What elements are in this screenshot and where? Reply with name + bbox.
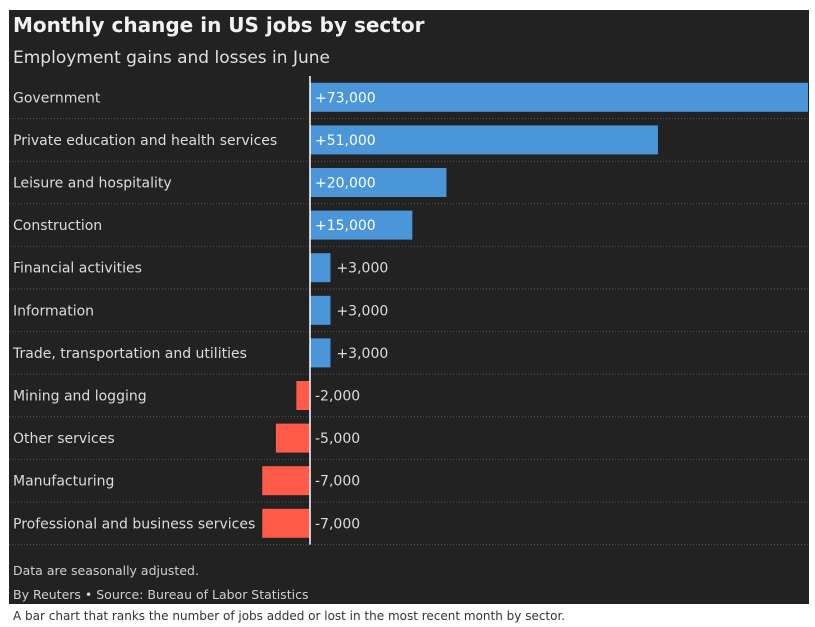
category-label: Mining and logging: [13, 389, 147, 405]
bar: [275, 423, 310, 453]
category-label: Other services: [13, 431, 115, 447]
value-label: -5,000: [315, 431, 360, 447]
bar: [262, 466, 310, 496]
value-label: -2,000: [315, 389, 360, 405]
category-label: Private education and health services: [13, 133, 277, 149]
bar: [310, 168, 447, 197]
category-label: Leisure and hospitality: [13, 176, 172, 192]
category-label: Construction: [13, 218, 102, 234]
chart-title: Monthly change in US jobs by sector: [13, 13, 425, 37]
value-label: +20,000: [315, 176, 376, 192]
source-credit: By Reuters • Source: Bureau of Labor Sta…: [13, 587, 309, 602]
image-caption: A bar chart that ranks the number of job…: [13, 609, 566, 623]
value-label: -7,000: [315, 516, 360, 532]
category-label: Trade, transportation and utilities: [12, 346, 247, 362]
bar: [262, 508, 310, 538]
category-label: Government: [13, 90, 101, 106]
bar: [310, 125, 658, 155]
value-label: +73,000: [315, 90, 376, 106]
footnote: Data are seasonally adjusted.: [13, 563, 199, 578]
category-label: Professional and business services: [13, 516, 255, 532]
bar: [310, 253, 331, 283]
category-label: Manufacturing: [13, 474, 114, 490]
value-label: +3,000: [336, 261, 388, 277]
bar: [310, 338, 331, 368]
bar-chart: Government +73,000 Private education and h…: [9, 76, 809, 546]
bar: [310, 210, 413, 240]
chart-subtitle: Employment gains and losses in June: [13, 48, 330, 68]
category-label: Information: [13, 303, 94, 319]
chart-panel: Monthly change in US jobs by sector Empl…: [9, 10, 809, 604]
value-label: -7,000: [315, 474, 360, 490]
value-label: +3,000: [336, 346, 388, 362]
bar: [296, 381, 310, 410]
value-label: +51,000: [315, 133, 376, 149]
bar: [310, 82, 808, 112]
bar: [310, 295, 331, 325]
value-label: +15,000: [315, 218, 376, 234]
value-label: +3,000: [336, 303, 388, 319]
category-label: Financial activities: [13, 261, 142, 277]
